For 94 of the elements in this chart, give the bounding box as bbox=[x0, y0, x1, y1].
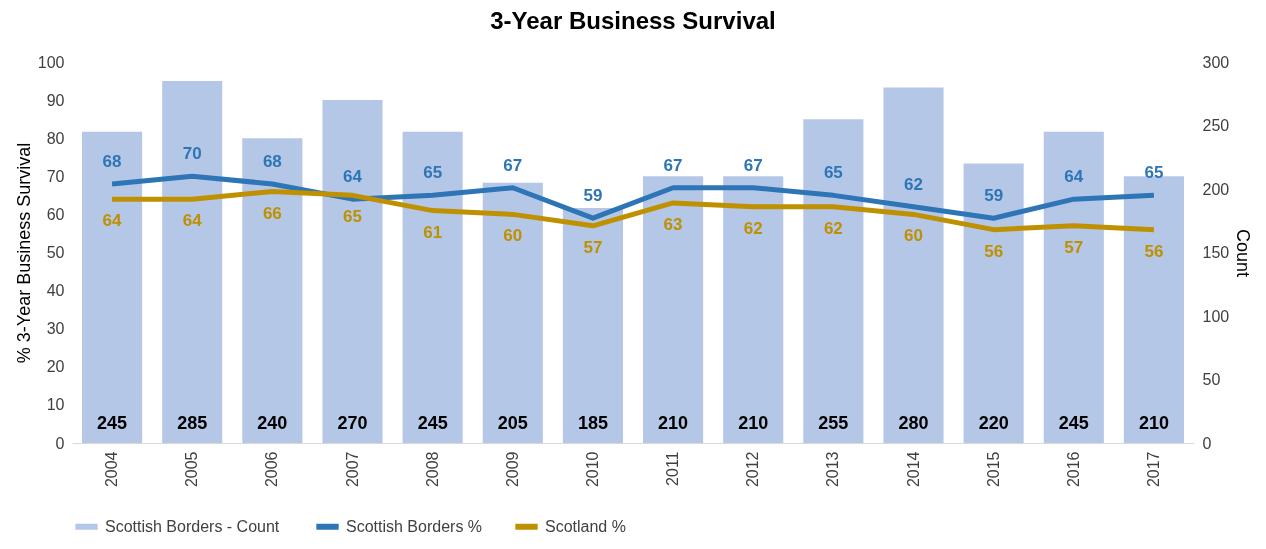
data-label: 210 bbox=[658, 413, 689, 433]
data-label: 185 bbox=[577, 413, 608, 433]
bar bbox=[643, 176, 704, 443]
data-label: 60 bbox=[503, 226, 523, 246]
y-tick-label: 80 bbox=[46, 129, 65, 147]
data-label: 210 bbox=[1138, 413, 1169, 433]
y-tick-label: 10 bbox=[46, 396, 65, 414]
data-label: 220 bbox=[978, 413, 1009, 433]
data-label: 62 bbox=[904, 174, 923, 194]
data-label: 68 bbox=[102, 151, 122, 171]
bar bbox=[1043, 131, 1104, 443]
data-label: 65 bbox=[343, 207, 362, 227]
bar bbox=[482, 182, 543, 443]
bar bbox=[1123, 176, 1184, 443]
data-label: 62 bbox=[743, 218, 763, 238]
data-label: 210 bbox=[738, 413, 769, 433]
data-label: 61 bbox=[423, 222, 443, 242]
legend-label: Scottish Borders % bbox=[346, 517, 483, 535]
y-tick-label: 20 bbox=[46, 358, 65, 376]
data-label: 65 bbox=[1144, 163, 1164, 183]
y2-tick-label: 50 bbox=[1202, 371, 1221, 388]
legend-label: Scotland % bbox=[545, 517, 626, 535]
data-label: 280 bbox=[898, 413, 929, 433]
bar bbox=[723, 176, 784, 443]
data-label: 255 bbox=[818, 413, 849, 433]
y2-tick-label: 200 bbox=[1202, 180, 1230, 198]
data-label: 205 bbox=[497, 413, 528, 433]
x-tick-label: 2005 bbox=[183, 451, 201, 488]
data-label: 64 bbox=[343, 167, 363, 187]
x-tick-label: 2013 bbox=[824, 451, 842, 488]
x-tick-label: 2010 bbox=[583, 451, 601, 488]
bar bbox=[322, 100, 383, 443]
data-label: 285 bbox=[177, 413, 208, 433]
x-tick-label: 2009 bbox=[503, 451, 521, 488]
bar bbox=[82, 131, 143, 443]
data-label: 64 bbox=[182, 211, 203, 231]
x-tick-label: 2007 bbox=[343, 451, 361, 488]
x-tick-label: 2004 bbox=[103, 451, 121, 488]
data-label: 59 bbox=[583, 186, 603, 206]
y2-tick-label: 150 bbox=[1202, 244, 1230, 261]
data-label: 59 bbox=[984, 186, 1004, 206]
data-label: 66 bbox=[262, 203, 282, 223]
data-label: 56 bbox=[1144, 241, 1164, 261]
y2-tick-label: 300 bbox=[1202, 53, 1230, 71]
x-tick-label: 2016 bbox=[1064, 451, 1082, 488]
data-label: 70 bbox=[182, 144, 202, 164]
data-label: 67 bbox=[503, 155, 523, 175]
data-label: 240 bbox=[257, 413, 288, 433]
bar bbox=[883, 87, 944, 443]
y-tick-label: 90 bbox=[46, 91, 65, 109]
data-label: 245 bbox=[417, 413, 448, 433]
x-tick-label: 2011 bbox=[664, 451, 682, 486]
bar bbox=[562, 208, 623, 443]
data-label: 65 bbox=[423, 163, 443, 183]
x-tick-label: 2014 bbox=[904, 451, 922, 488]
x-tick-label: 2017 bbox=[1144, 451, 1162, 488]
data-label: 57 bbox=[583, 237, 603, 257]
data-label: 68 bbox=[262, 151, 282, 171]
y-tick-label: 30 bbox=[46, 320, 65, 338]
data-label: 63 bbox=[663, 214, 683, 234]
data-label: 245 bbox=[97, 413, 128, 433]
data-label: 67 bbox=[743, 155, 763, 175]
y-tick-label: 40 bbox=[46, 282, 65, 300]
data-label: 62 bbox=[823, 218, 843, 238]
data-label: 60 bbox=[904, 226, 923, 246]
bar bbox=[162, 81, 223, 443]
y2-tick-label: 100 bbox=[1202, 307, 1230, 325]
x-tick-label: 2006 bbox=[263, 451, 281, 488]
data-label: 57 bbox=[1064, 237, 1084, 257]
data-label: 64 bbox=[102, 211, 123, 231]
bar bbox=[963, 163, 1024, 443]
data-label: 64 bbox=[1064, 167, 1084, 187]
data-label: 65 bbox=[823, 163, 843, 183]
y-tick-label: 100 bbox=[37, 53, 65, 71]
y2-tick-label: 250 bbox=[1202, 117, 1230, 134]
y2-tick-label: 0 bbox=[1202, 434, 1212, 452]
data-label: 270 bbox=[337, 413, 368, 433]
data-label: 245 bbox=[1058, 413, 1089, 433]
data-label: 56 bbox=[984, 241, 1004, 261]
chart-title: 3-Year Business Survival bbox=[490, 7, 776, 34]
x-tick-label: 2015 bbox=[984, 451, 1002, 488]
data-label: 67 bbox=[663, 155, 683, 175]
y-tick-label: 60 bbox=[46, 205, 65, 223]
y-tick-label: 50 bbox=[46, 244, 65, 261]
bar bbox=[803, 119, 864, 443]
y2-axis-title: Count bbox=[1233, 228, 1254, 278]
x-tick-label: 2008 bbox=[423, 451, 441, 488]
legend-label: Scottish Borders - Count bbox=[105, 517, 280, 535]
y-tick-label: 70 bbox=[46, 167, 65, 185]
x-tick-label: 2012 bbox=[744, 451, 762, 488]
bar bbox=[242, 138, 303, 443]
y-axis-title: % 3-Year Business Survival bbox=[13, 142, 34, 364]
y-tick-label: 0 bbox=[55, 434, 65, 452]
bar bbox=[402, 131, 463, 443]
